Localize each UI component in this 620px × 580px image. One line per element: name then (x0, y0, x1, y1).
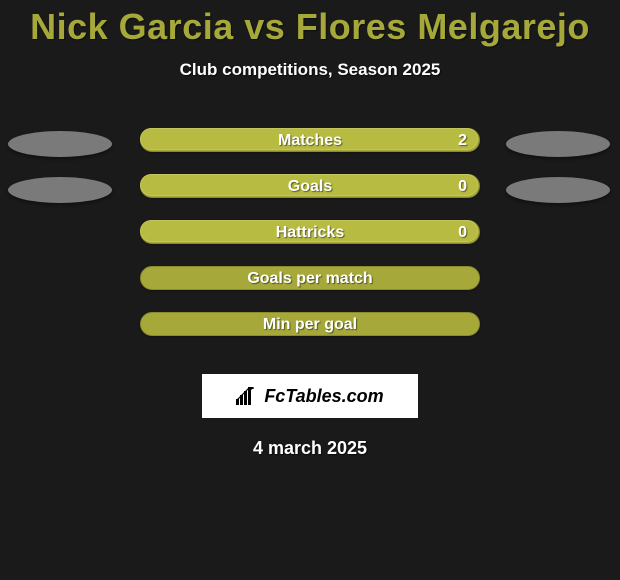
player-b-avatar (506, 131, 610, 157)
player-a-avatar (8, 177, 112, 203)
logo: FcTables.com (236, 386, 383, 407)
stat-label: Goals (141, 175, 479, 199)
stat-label: Matches (141, 129, 479, 153)
stat-label: Goals per match (141, 267, 479, 291)
logo-box: FcTables.com (202, 374, 418, 418)
stat-row: Goals0 (0, 172, 620, 218)
comparison-subtitle: Club competitions, Season 2025 (0, 60, 620, 80)
stat-bar: Hattricks0 (140, 220, 480, 244)
stat-value: 0 (458, 175, 467, 199)
stat-bar: Goals0 (140, 174, 480, 198)
stat-row: Min per goal (0, 310, 620, 356)
player-a-avatar (8, 131, 112, 157)
stat-value: 0 (458, 221, 467, 245)
stat-row: Matches2 (0, 126, 620, 172)
stat-bar: Goals per match (140, 266, 480, 290)
stat-rows: Matches2Goals0Hattricks0Goals per matchM… (0, 126, 620, 356)
stat-row: Hattricks0 (0, 218, 620, 264)
comparison-title: Nick Garcia vs Flores Melgarejo (0, 0, 620, 48)
stat-label: Hattricks (141, 221, 479, 245)
footer-date: 4 march 2025 (0, 438, 620, 459)
logo-text: FcTables.com (264, 386, 383, 407)
stat-bar: Min per goal (140, 312, 480, 336)
player-b-avatar (506, 177, 610, 203)
stat-bar: Matches2 (140, 128, 480, 152)
stat-label: Min per goal (141, 313, 479, 337)
bar-chart-icon (236, 387, 258, 405)
stat-value: 2 (458, 129, 467, 153)
stat-row: Goals per match (0, 264, 620, 310)
